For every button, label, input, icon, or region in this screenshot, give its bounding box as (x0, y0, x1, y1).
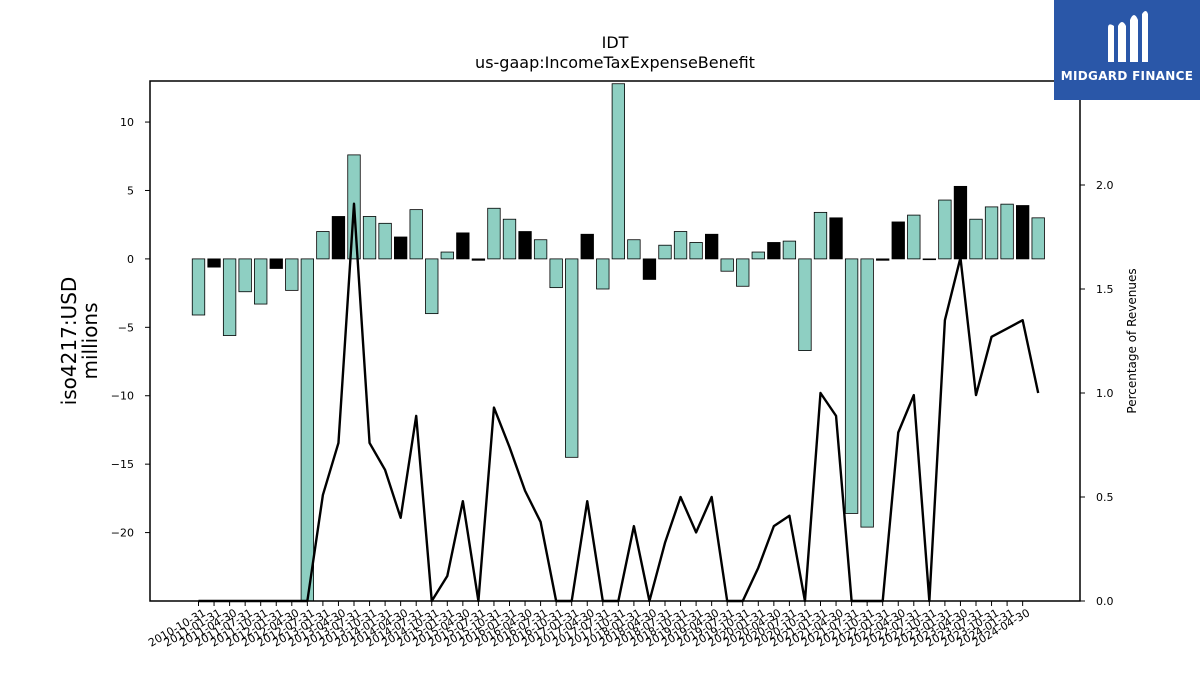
bar (922, 258, 936, 261)
bar (767, 242, 781, 260)
bar (829, 217, 843, 260)
bar (813, 211, 828, 260)
y-axis-label-unit: millions (78, 302, 102, 379)
y-axis-label-currency: iso4217:USD (57, 277, 81, 406)
bar (518, 231, 532, 260)
left-tick-label: −5 (118, 321, 134, 334)
bar (378, 222, 392, 260)
bar (720, 258, 734, 272)
bar (705, 233, 719, 260)
bar (222, 258, 237, 336)
bar (673, 231, 688, 260)
brand-logo: MIDGARD FINANCE (1054, 0, 1200, 100)
right-tick-label: 0.5 (1096, 491, 1114, 504)
left-tick-label: 10 (120, 116, 134, 129)
chart-subtitle: us-gaap:IncomeTaxExpenseBenefit (475, 53, 755, 72)
bar (1016, 205, 1030, 260)
right-tick-label: 0.0 (1096, 595, 1114, 608)
bar (642, 258, 657, 280)
bar (938, 199, 952, 260)
bar (409, 209, 423, 260)
bar (425, 258, 439, 315)
right-tick-label: 2.0 (1096, 179, 1114, 192)
bar (689, 242, 703, 260)
left-y-axis: −20 −15 −10 −5 0 5 10 (111, 116, 150, 540)
bar (502, 218, 517, 260)
bar (456, 232, 470, 260)
bar (331, 216, 346, 260)
bar (269, 258, 283, 269)
bar (782, 240, 797, 260)
bar (658, 244, 672, 260)
bar (969, 218, 983, 260)
bar (191, 258, 206, 316)
plot-frame (149, 80, 1081, 602)
percentage-line-series (198, 202, 1040, 603)
left-tick-label: −15 (111, 458, 134, 471)
right-y-axis-label: Percentage of Revenues (1125, 268, 1139, 413)
bar (798, 258, 812, 351)
chart-title: IDT (602, 33, 629, 52)
bar (876, 258, 890, 261)
bar (736, 258, 750, 287)
bar (362, 216, 377, 260)
left-tick-label: −20 (111, 527, 134, 540)
bar (953, 185, 968, 260)
bar (549, 258, 563, 289)
right-tick-label: 1.0 (1096, 387, 1114, 400)
bar (891, 221, 905, 260)
bar (860, 258, 874, 528)
bar (596, 258, 610, 290)
bar (316, 231, 330, 260)
bar (984, 206, 999, 260)
bar (1031, 217, 1045, 260)
bar (487, 207, 501, 260)
bar (285, 258, 299, 291)
bar (611, 83, 625, 260)
bar (1000, 203, 1014, 260)
bar (440, 251, 454, 260)
bar (207, 258, 221, 268)
right-y-axis: 0.0 0.5 1.0 1.5 2.0 (1080, 179, 1114, 608)
bar (751, 251, 765, 260)
midgard-m-logo-icon (1108, 11, 1148, 62)
bar (565, 258, 579, 458)
left-tick-label: 0 (127, 253, 134, 266)
percentage-line (198, 202, 1040, 603)
bar-series (191, 83, 1045, 602)
bar (300, 258, 315, 602)
bar (254, 258, 268, 305)
bar (471, 258, 486, 261)
bar (580, 233, 594, 260)
left-tick-label: −10 (111, 390, 134, 403)
bar (907, 214, 921, 260)
bar (627, 239, 641, 260)
bar (393, 236, 408, 260)
left-tick-label: 5 (127, 184, 134, 197)
brand-name: MIDGARD FINANCE (1060, 69, 1194, 83)
x-axis: 2010-10-312011-01-312011-04-302011-07-31… (146, 601, 1032, 650)
bar (533, 239, 548, 260)
bar (238, 258, 252, 293)
right-tick-label: 1.5 (1096, 283, 1114, 296)
bar (844, 258, 859, 514)
